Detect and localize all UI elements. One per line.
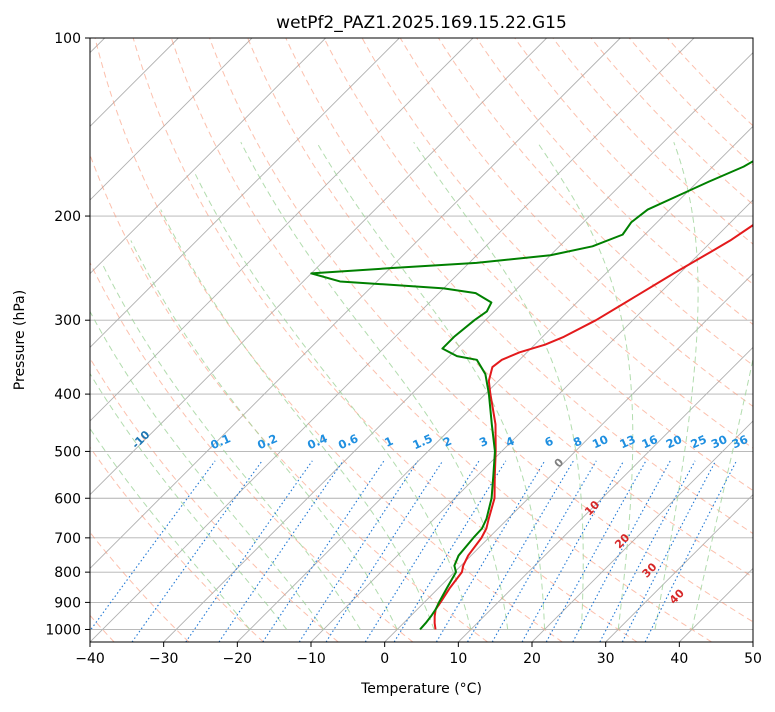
x-tick-label: 50 <box>744 651 762 667</box>
x-tick-label: −10 <box>296 651 326 667</box>
y-tick-label: 300 <box>54 313 81 329</box>
y-tick-label: 700 <box>54 531 81 547</box>
y-tick-label: 200 <box>54 209 81 225</box>
y-tick-label: 100 <box>54 31 81 47</box>
x-tick-label: −40 <box>75 651 105 667</box>
x-tick-label: −30 <box>149 651 179 667</box>
y-tick-label: 600 <box>54 491 81 507</box>
chart-title: wetPf2_PAZ1.2025.169.15.22.G15 <box>276 13 567 33</box>
x-axis-label: Temperature (°C) <box>360 681 482 697</box>
x-tick-label: 10 <box>449 651 467 667</box>
y-tick-label: 900 <box>54 595 81 611</box>
x-tick-label: 20 <box>523 651 541 667</box>
x-tick-label: 30 <box>597 651 615 667</box>
x-tick-label: 0 <box>380 651 389 667</box>
x-tick-label: −20 <box>223 651 253 667</box>
y-axis-ticks: 1000 900 800 700 600 500 400 300 200 100 <box>45 31 90 638</box>
y-tick-label: 1000 <box>45 622 81 638</box>
y-tick-label: 400 <box>54 387 81 403</box>
x-tick-label: 40 <box>670 651 688 667</box>
x-axis-ticks: −40 −30 −20 −10 0 10 20 30 40 50 <box>75 642 762 667</box>
y-axis-label: Pressure (hPa) <box>12 290 28 390</box>
isotherm-line <box>753 38 775 642</box>
y-tick-label: 500 <box>54 444 81 460</box>
plot-background <box>90 38 753 642</box>
y-tick-label: 800 <box>54 565 81 581</box>
